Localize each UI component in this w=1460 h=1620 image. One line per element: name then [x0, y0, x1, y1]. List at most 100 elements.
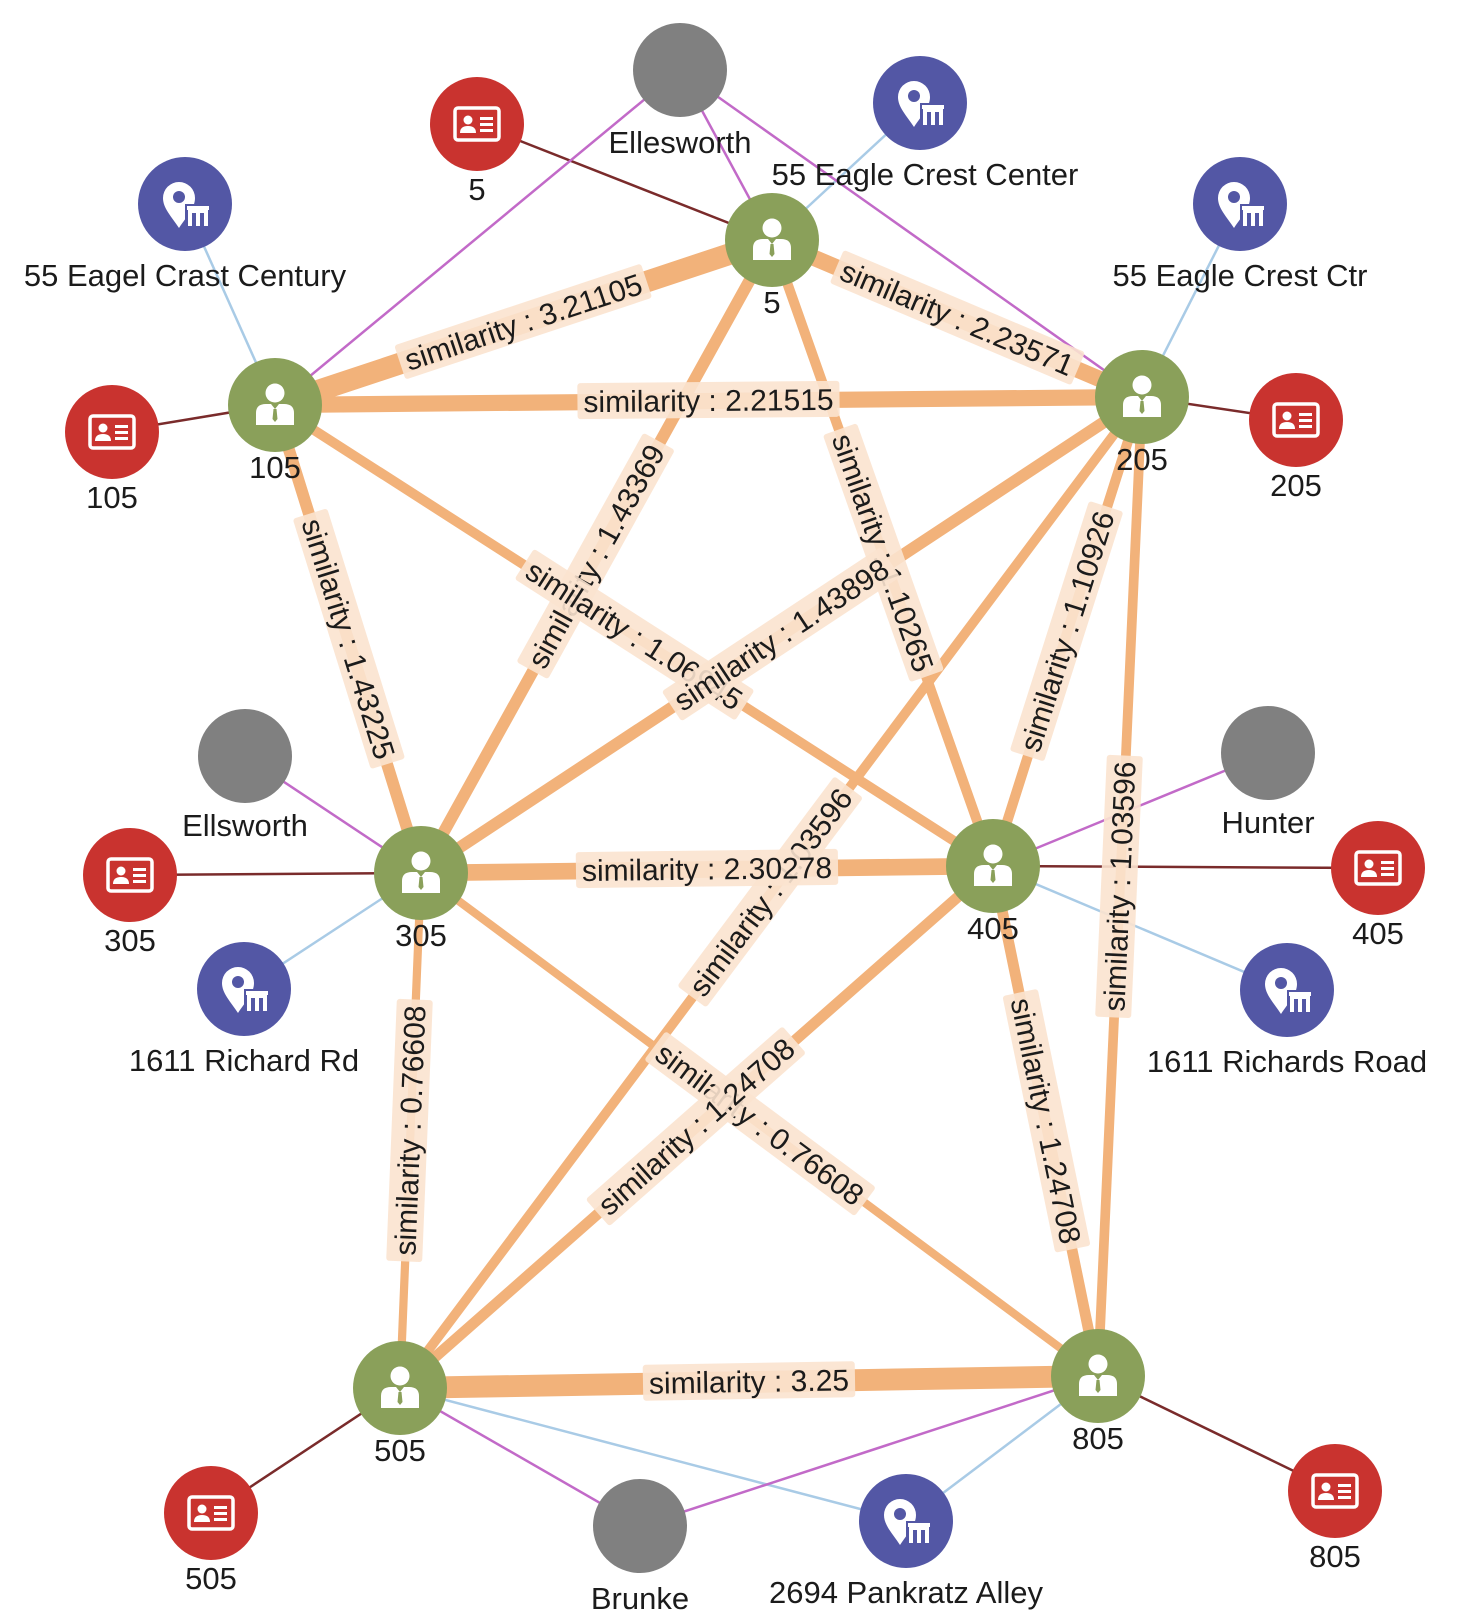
node-label-c505: 505: [185, 1561, 237, 1596]
id-card-icon: [453, 106, 501, 142]
node-label-a_richards_road: 1611 Richards Road: [1147, 1044, 1427, 1079]
id-card-node-circle[interactable]: [430, 77, 524, 171]
node-label-p5: 5: [763, 285, 780, 320]
node-label-p805: 805: [1072, 1421, 1124, 1456]
similarity-label-bg: [577, 380, 840, 420]
node-label-p305: 305: [395, 918, 447, 953]
person-icon: [1079, 1354, 1117, 1396]
id-card-icon: [187, 1495, 235, 1531]
node-label-c805: 805: [1309, 1539, 1361, 1574]
similarity-label-p205-p305: similarity : 1.43898: [662, 548, 900, 721]
node-label-c305: 305: [104, 923, 156, 958]
name-node-n_ellsworth[interactable]: [198, 709, 292, 803]
graph-nodes: 5 105 205 305 405 505 805 Ellesworth Ellsworth Hu…: [24, 23, 1427, 1616]
node-label-a_pankratz: 2694 Pankratz Alley: [769, 1575, 1044, 1610]
location-building-icon: [1265, 968, 1313, 1014]
id-card-node-c805[interactable]: [1288, 1444, 1382, 1538]
similarity-label-p305-p505: similarity : 0.76608: [386, 998, 433, 1263]
person-icon: [1123, 375, 1161, 417]
similarity-label-bg: [293, 508, 405, 769]
id-card-icon: [88, 414, 136, 450]
id-card-node-circle[interactable]: [164, 1466, 258, 1560]
similarity-label-p5-p205: similarity : 2.23571: [830, 250, 1085, 385]
person-node-p105[interactable]: [228, 358, 322, 452]
location-building-icon: [222, 967, 270, 1013]
name-edge-p105-n_ellesworth: [274, 69, 681, 406]
similarity-label-text: similarity : 1.43225: [295, 515, 401, 764]
id-card-node-c105[interactable]: [65, 385, 159, 479]
id-card-node-circle[interactable]: [1288, 1444, 1382, 1538]
person-node-p305[interactable]: [374, 826, 468, 920]
similarity-label-p505-p805: similarity : 3.25: [642, 1361, 856, 1401]
id-card-node-c505[interactable]: [164, 1466, 258, 1560]
node-label-c5: 5: [468, 172, 485, 207]
node-label-p205: 205: [1116, 442, 1168, 477]
person-node-p805[interactable]: [1051, 1329, 1145, 1423]
address-node-a_eagel_century[interactable]: [138, 157, 232, 251]
person-icon: [256, 383, 294, 425]
similarity-label-bg: [662, 548, 900, 721]
similarity-label-bg: [642, 1361, 856, 1401]
id-card-node-circle[interactable]: [1249, 373, 1343, 467]
location-building-icon: [898, 81, 946, 127]
similarity-label-text: similarity : 2.30278: [582, 852, 832, 888]
person-icon: [402, 851, 440, 893]
node-label-p505: 505: [374, 1433, 426, 1468]
similarity-label-p105-p205: similarity : 2.21515: [577, 380, 840, 420]
similarity-label-p105-p305: similarity : 1.43225: [293, 508, 405, 769]
id-card-node-c5[interactable]: [430, 77, 524, 171]
similarity-label-bg: [830, 250, 1085, 385]
similarity-label-bg: [586, 1027, 805, 1226]
node-label-a_eagle_center: 55 Eagle Crest Center: [772, 157, 1079, 192]
similarity-label-p305-p405: similarity : 2.30278: [575, 848, 839, 889]
person-node-p205[interactable]: [1095, 350, 1189, 444]
id-card-node-c305[interactable]: [83, 828, 177, 922]
name-node-n_ellesworth[interactable]: [633, 23, 727, 117]
location-building-icon: [1218, 182, 1266, 228]
id-edge-p405-c405: [992, 864, 1379, 870]
similarity-label-p105-p5: similarity : 3.21105: [394, 264, 652, 379]
similarity-label-bg: [394, 264, 652, 379]
similarity-label-text: similarity : 2.21515: [583, 384, 833, 419]
person-icon: [753, 218, 791, 260]
node-label-n_ellesworth: Ellesworth: [609, 125, 752, 160]
name-node-n_brunke[interactable]: [593, 1479, 687, 1573]
location-building-icon: [163, 182, 211, 228]
id-card-icon: [1311, 1473, 1359, 1509]
address-node-a_pankratz[interactable]: [859, 1474, 953, 1568]
person-node-p5[interactable]: [725, 193, 819, 287]
node-label-c405: 405: [1352, 916, 1404, 951]
node-label-c205: 205: [1270, 468, 1322, 503]
name-node-circle[interactable]: [1221, 706, 1315, 800]
address-node-a_eagle_ctr[interactable]: [1193, 157, 1287, 251]
node-label-a_eagel_century: 55 Eagel Crast Century: [24, 258, 347, 293]
person-icon: [974, 844, 1012, 886]
address-edge-p405-a_richards_road: [992, 864, 1288, 992]
similarity-label-p205-p805: similarity : 1.03596: [1095, 754, 1143, 1019]
address-node-a_eagle_center[interactable]: [873, 56, 967, 150]
similarity-label-bg: [1010, 501, 1123, 761]
name-edge-p205-n_ellesworth: [679, 68, 1143, 399]
name-node-n_hunter[interactable]: [1221, 706, 1315, 800]
name-edge-p805-n_brunke: [639, 1374, 1099, 1528]
similarity-label-p405-p805: similarity : 1.24708: [1002, 989, 1090, 1253]
person-node-p405[interactable]: [946, 819, 1040, 913]
similarity-label-p205-p405: similarity : 1.10926: [1010, 501, 1123, 761]
person-node-p505[interactable]: [353, 1341, 447, 1435]
location-building-icon: [884, 1499, 932, 1545]
address-node-a_richard_rd[interactable]: [197, 942, 291, 1036]
id-card-node-c205[interactable]: [1249, 373, 1343, 467]
similarity-label-text: similarity : 2.23571: [835, 255, 1078, 383]
id-card-node-circle[interactable]: [65, 385, 159, 479]
node-label-n_ellsworth: Ellsworth: [182, 808, 308, 843]
name-node-circle[interactable]: [198, 709, 292, 803]
id-card-node-c405[interactable]: [1331, 821, 1425, 915]
name-node-circle[interactable]: [633, 23, 727, 117]
id-card-node-circle[interactable]: [83, 828, 177, 922]
name-node-circle[interactable]: [593, 1479, 687, 1573]
address-node-a_richards_road[interactable]: [1240, 943, 1334, 1037]
id-card-node-circle[interactable]: [1331, 821, 1425, 915]
node-label-p405: 405: [967, 911, 1019, 946]
